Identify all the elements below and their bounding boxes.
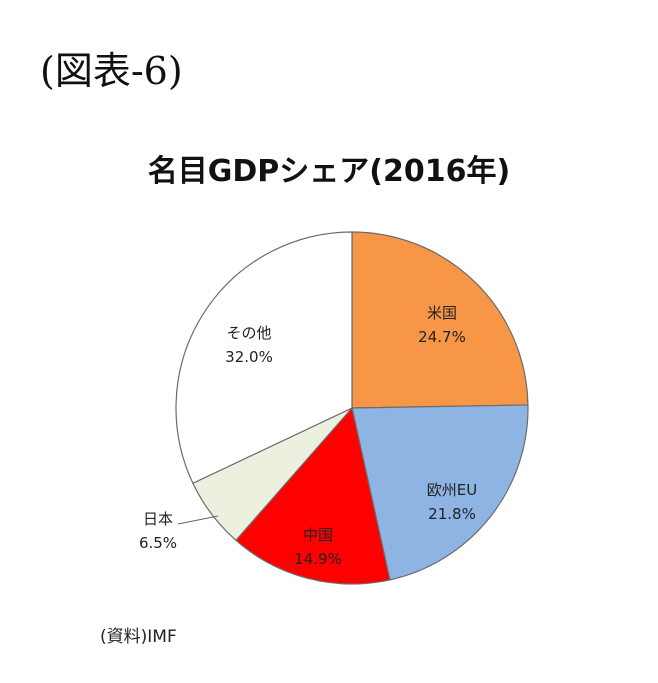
slice-value-eu: 21.8% [428, 505, 476, 523]
pie-slice-eu [351, 404, 529, 581]
pie-slice-china [235, 406, 391, 585]
pie-slice-other [175, 231, 353, 485]
slice-value-us: 24.7% [418, 328, 466, 346]
slice-value-japan: 6.5% [139, 534, 177, 552]
slice-value-china: 14.9% [294, 550, 342, 568]
pie-slice-us [351, 231, 529, 409]
slice-name-other: その他 [226, 324, 271, 342]
slice-name-japan: 日本 [143, 510, 173, 528]
slice-value-other: 32.0% [225, 348, 273, 366]
pie-slices [175, 231, 529, 585]
slice-name-us: 米国 [427, 304, 457, 322]
chart-title: 名目GDPシェア(2016年) [147, 154, 511, 189]
figure-label: (図表-6) [40, 49, 183, 93]
pie-labels: 米国 24.7% 欧州EU 21.8% 中国 14.9% 日本 6.5% その他 32.0% [139, 304, 477, 568]
leader-line-japan [177, 515, 219, 525]
slice-name-eu: 欧州EU [427, 481, 477, 499]
slice-name-china: 中国 [303, 526, 333, 544]
source-note: (資料)IMF [100, 627, 177, 647]
